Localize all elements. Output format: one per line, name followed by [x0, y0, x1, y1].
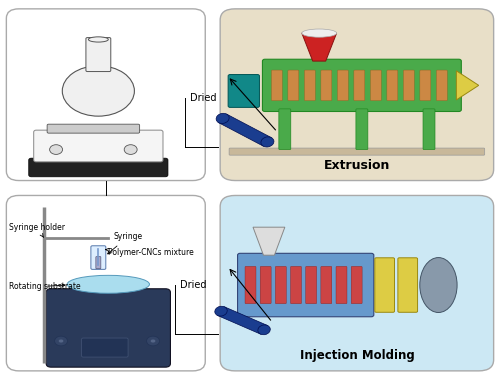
- FancyBboxPatch shape: [338, 70, 348, 101]
- FancyBboxPatch shape: [262, 59, 462, 112]
- Ellipse shape: [302, 29, 336, 37]
- FancyBboxPatch shape: [404, 70, 414, 101]
- Text: Injection Molding: Injection Molding: [300, 349, 414, 362]
- FancyBboxPatch shape: [220, 9, 493, 180]
- Circle shape: [54, 336, 68, 346]
- FancyBboxPatch shape: [336, 266, 347, 304]
- Ellipse shape: [67, 275, 150, 293]
- FancyBboxPatch shape: [28, 158, 168, 177]
- FancyBboxPatch shape: [47, 124, 140, 133]
- Ellipse shape: [420, 258, 457, 312]
- FancyBboxPatch shape: [356, 109, 368, 150]
- FancyBboxPatch shape: [351, 266, 362, 304]
- Circle shape: [146, 336, 160, 346]
- FancyBboxPatch shape: [420, 70, 431, 101]
- FancyBboxPatch shape: [86, 38, 111, 71]
- Text: Polymer-CNCs mixture: Polymer-CNCs mixture: [106, 248, 194, 257]
- FancyBboxPatch shape: [46, 289, 170, 367]
- Text: Rotating substrate: Rotating substrate: [9, 282, 81, 291]
- FancyBboxPatch shape: [91, 246, 106, 269]
- Ellipse shape: [88, 37, 108, 42]
- Text: Syringe: Syringe: [108, 232, 142, 254]
- Ellipse shape: [215, 306, 227, 316]
- FancyBboxPatch shape: [290, 266, 302, 304]
- Text: Extrusion: Extrusion: [324, 159, 390, 172]
- FancyBboxPatch shape: [228, 74, 260, 108]
- FancyBboxPatch shape: [96, 257, 101, 268]
- Polygon shape: [218, 114, 272, 146]
- FancyBboxPatch shape: [375, 258, 394, 312]
- Polygon shape: [253, 227, 285, 255]
- FancyBboxPatch shape: [6, 9, 205, 180]
- FancyBboxPatch shape: [82, 338, 128, 357]
- Ellipse shape: [261, 137, 274, 147]
- Circle shape: [58, 339, 64, 343]
- Circle shape: [150, 339, 156, 343]
- FancyBboxPatch shape: [304, 70, 316, 101]
- FancyBboxPatch shape: [220, 196, 493, 371]
- FancyBboxPatch shape: [306, 266, 316, 304]
- Text: Dried: Dried: [180, 280, 207, 290]
- Circle shape: [50, 145, 62, 155]
- Ellipse shape: [62, 66, 134, 116]
- FancyBboxPatch shape: [279, 109, 291, 150]
- Text: Syringe holder: Syringe holder: [9, 223, 65, 237]
- FancyBboxPatch shape: [229, 148, 484, 155]
- FancyBboxPatch shape: [370, 70, 382, 101]
- FancyBboxPatch shape: [6, 196, 205, 371]
- FancyBboxPatch shape: [321, 70, 332, 101]
- FancyBboxPatch shape: [321, 266, 332, 304]
- Polygon shape: [218, 307, 268, 334]
- Polygon shape: [456, 71, 478, 100]
- FancyBboxPatch shape: [288, 70, 299, 101]
- FancyBboxPatch shape: [260, 266, 271, 304]
- Ellipse shape: [258, 325, 270, 335]
- FancyBboxPatch shape: [238, 253, 374, 317]
- FancyBboxPatch shape: [272, 70, 282, 101]
- Ellipse shape: [216, 113, 229, 123]
- FancyBboxPatch shape: [387, 70, 398, 101]
- FancyBboxPatch shape: [245, 266, 256, 304]
- FancyBboxPatch shape: [34, 130, 163, 162]
- FancyBboxPatch shape: [276, 266, 286, 304]
- Polygon shape: [302, 33, 336, 61]
- Circle shape: [124, 145, 137, 155]
- FancyBboxPatch shape: [436, 70, 448, 101]
- FancyBboxPatch shape: [354, 70, 365, 101]
- FancyBboxPatch shape: [423, 109, 435, 150]
- Text: Dried: Dried: [190, 93, 217, 103]
- FancyBboxPatch shape: [398, 258, 417, 312]
